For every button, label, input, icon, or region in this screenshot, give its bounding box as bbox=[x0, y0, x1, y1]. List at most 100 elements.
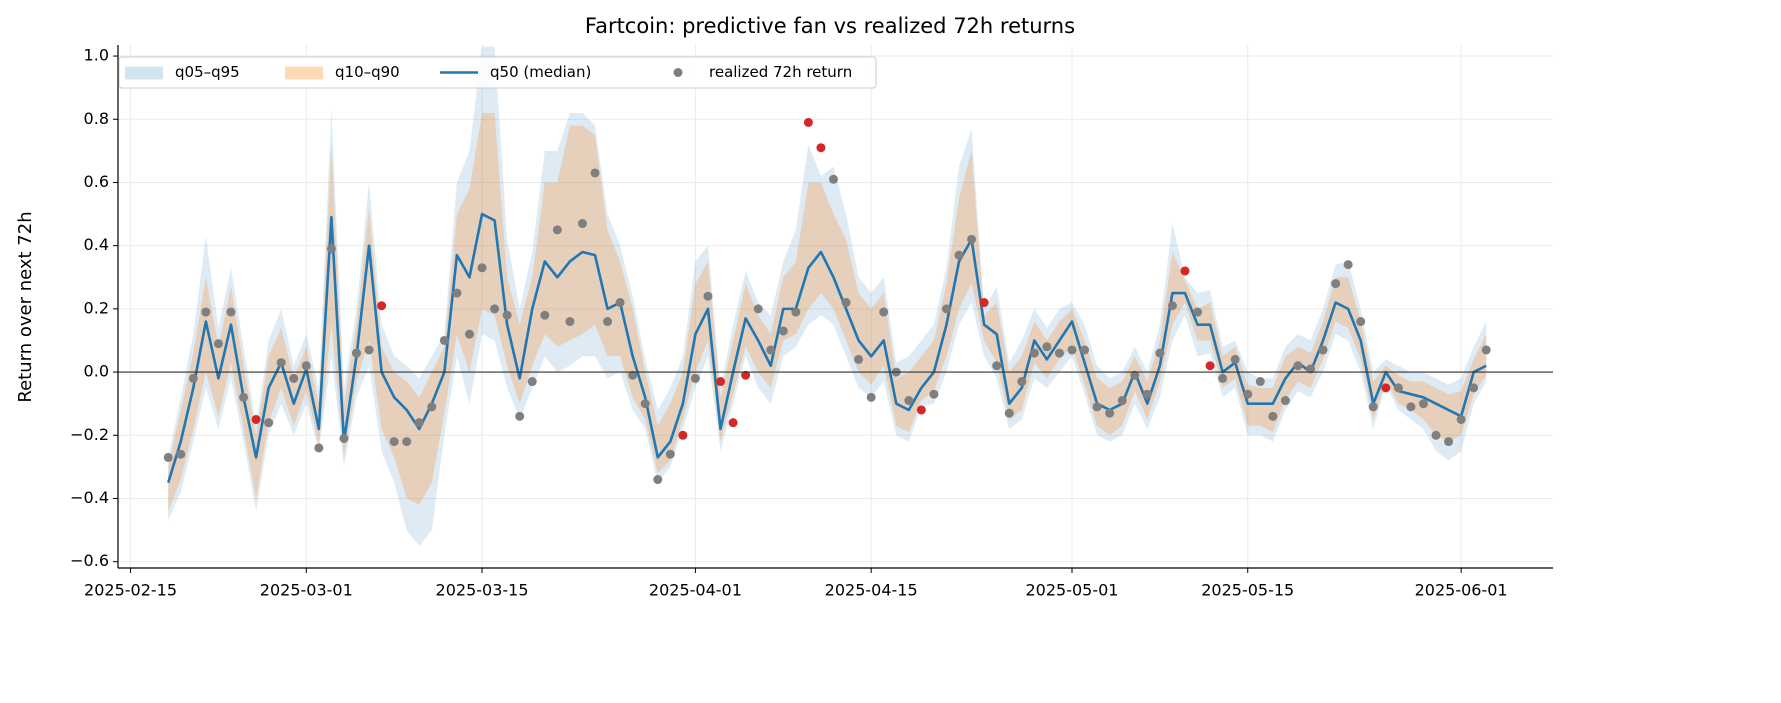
legend-swatch bbox=[285, 66, 323, 80]
realized-point bbox=[427, 402, 437, 412]
x-tick-label: 2025-02-15 bbox=[84, 581, 177, 600]
realized-point bbox=[841, 298, 851, 308]
x-tick-label: 2025-06-01 bbox=[1415, 581, 1508, 600]
realized-point bbox=[1017, 377, 1027, 387]
realized-point bbox=[565, 317, 575, 327]
realized-point bbox=[301, 361, 311, 371]
realized-point bbox=[414, 418, 424, 428]
realized-point bbox=[176, 449, 186, 459]
realized-point bbox=[716, 377, 726, 387]
realized-point bbox=[1117, 396, 1127, 406]
realized-point bbox=[954, 250, 964, 260]
realized-point bbox=[490, 304, 500, 314]
realized-point bbox=[527, 377, 537, 387]
realized-point bbox=[1167, 301, 1177, 311]
legend-swatch bbox=[125, 66, 163, 80]
realized-point bbox=[239, 392, 249, 402]
realized-point bbox=[339, 433, 349, 443]
realized-point bbox=[1343, 260, 1353, 270]
legend-label: q50 (median) bbox=[490, 63, 591, 81]
realized-point bbox=[1205, 361, 1215, 371]
realized-point bbox=[540, 310, 550, 320]
realized-point bbox=[1180, 266, 1190, 276]
realized-point bbox=[1255, 377, 1265, 387]
realized-point bbox=[515, 411, 525, 421]
realized-point bbox=[502, 310, 512, 320]
realized-point bbox=[615, 298, 625, 308]
realized-point bbox=[979, 298, 989, 308]
realized-point bbox=[1431, 430, 1441, 440]
realized-point bbox=[1331, 279, 1341, 289]
realized-point bbox=[728, 418, 738, 428]
realized-point bbox=[464, 329, 474, 339]
realized-point bbox=[264, 418, 274, 428]
y-tick-label: −0.4 bbox=[70, 488, 109, 507]
realized-point bbox=[678, 430, 688, 440]
realized-point bbox=[1080, 345, 1090, 355]
median-line bbox=[166, 212, 1487, 484]
realized-point bbox=[603, 317, 613, 327]
realized-point bbox=[665, 449, 675, 459]
realized-point bbox=[452, 288, 462, 298]
realized-point bbox=[201, 307, 211, 317]
x-tick-label: 2025-04-01 bbox=[649, 581, 742, 600]
y-axis-label: Return over next 72h bbox=[15, 211, 36, 402]
realized-point bbox=[1042, 342, 1052, 352]
y-tick-label: 0.8 bbox=[84, 109, 109, 128]
realized-point bbox=[1356, 317, 1366, 327]
realized-point bbox=[552, 225, 562, 235]
realized-point bbox=[941, 304, 951, 314]
realized-point bbox=[1105, 408, 1115, 418]
realized-point bbox=[753, 304, 763, 314]
realized-point bbox=[967, 234, 977, 244]
y-tick-label: −0.6 bbox=[70, 551, 109, 570]
legend-box bbox=[118, 56, 877, 89]
y-tick-label: 0.6 bbox=[84, 172, 109, 191]
band bbox=[168, 112, 1487, 512]
realized-point bbox=[653, 475, 663, 485]
realized-point bbox=[1469, 383, 1479, 393]
realized-point bbox=[188, 373, 198, 383]
realized-point bbox=[1130, 370, 1140, 380]
x-tick-label: 2025-04-15 bbox=[825, 581, 918, 600]
legend-label: q10–q90 bbox=[335, 63, 400, 81]
realized-point bbox=[1230, 354, 1240, 364]
realized-point bbox=[916, 405, 926, 415]
realized-point bbox=[352, 348, 361, 358]
realized-point bbox=[377, 301, 387, 311]
y-tick-label: 0.2 bbox=[84, 298, 109, 317]
realized-point bbox=[803, 117, 813, 127]
realized-point bbox=[640, 399, 650, 409]
realized-point bbox=[389, 437, 399, 447]
y-tick-label: 1.0 bbox=[84, 46, 109, 65]
x-tick-label: 2025-03-01 bbox=[260, 581, 353, 600]
realized-point bbox=[866, 392, 876, 402]
realized-point bbox=[628, 370, 638, 380]
realized-point bbox=[690, 373, 700, 383]
legend-label: q05–q95 bbox=[175, 63, 240, 81]
realized-point bbox=[1193, 307, 1203, 317]
realized-point bbox=[1067, 345, 1077, 355]
realized-point bbox=[1218, 373, 1228, 383]
y-tick-label: 0.0 bbox=[84, 362, 109, 381]
realized-point bbox=[1393, 383, 1403, 393]
y-tick-label: 0.4 bbox=[84, 235, 109, 254]
legend-swatch bbox=[673, 68, 683, 77]
realized-point bbox=[289, 373, 299, 383]
realized-point bbox=[1456, 414, 1466, 424]
realized-point bbox=[1406, 402, 1416, 412]
realized-point bbox=[1444, 437, 1454, 447]
band bbox=[168, 46, 1487, 546]
realized-point bbox=[1004, 408, 1014, 418]
legend-label: realized 72h return bbox=[709, 63, 852, 81]
realized-point bbox=[1092, 402, 1102, 412]
realized-point bbox=[1418, 399, 1428, 409]
realized-point bbox=[276, 358, 286, 368]
x-tick-label: 2025-05-01 bbox=[1026, 581, 1119, 600]
realized-point bbox=[703, 291, 713, 301]
x-tick-label: 2025-05-15 bbox=[1201, 581, 1294, 600]
realized-point bbox=[929, 389, 939, 399]
realized-point bbox=[1293, 361, 1303, 371]
realized-point bbox=[213, 339, 223, 349]
